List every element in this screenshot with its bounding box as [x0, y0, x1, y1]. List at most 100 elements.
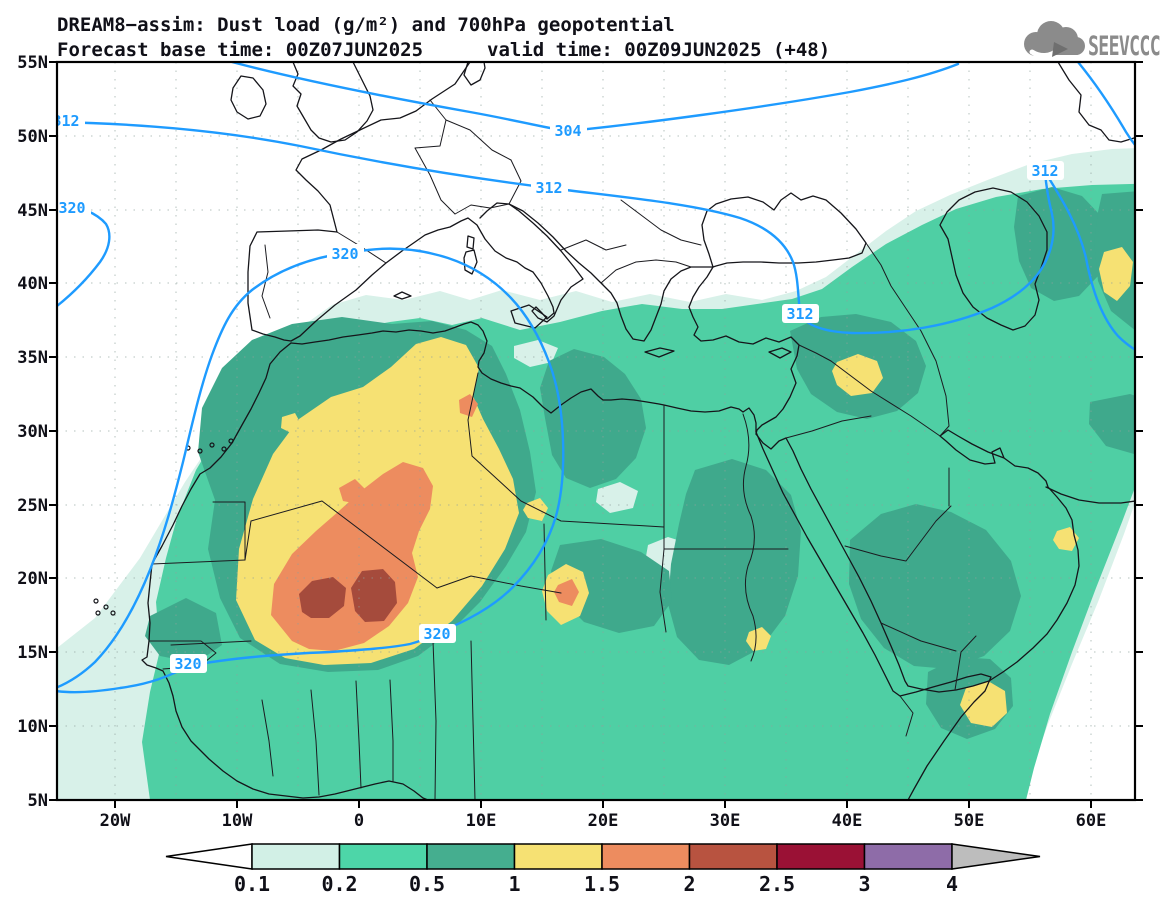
contour-labels: 312 304 312 320 320 312	[52, 111, 1164, 673]
colorbar-segment	[776, 843, 866, 870]
coast-britain	[292, 62, 374, 143]
lat-label: 55N	[17, 53, 48, 73]
colorbar-value: 1.5	[584, 872, 620, 896]
seevccc-logo: SEEVCCC	[1024, 21, 1161, 62]
contour-label: 304	[550, 121, 587, 140]
colorbar-value: 3	[858, 872, 870, 896]
colorbar-value: 2.5	[759, 872, 795, 896]
contour-312-northeast	[1076, 62, 1135, 147]
figure-title: DREAM8−assim: Dust load (g/m²) and 700hP…	[57, 14, 675, 36]
contour-label: 320	[170, 654, 207, 673]
coast-sardinia	[463, 249, 478, 275]
contour-label-text: 320	[58, 199, 85, 217]
coast-cape-verde	[93, 598, 116, 616]
lat-label: 15N	[17, 643, 48, 663]
lat-label: 30N	[17, 422, 48, 442]
lon-label: 40E	[832, 811, 863, 831]
axis-ticks	[49, 61, 1143, 808]
lat-label: 45N	[17, 201, 48, 221]
contour-label: 312	[531, 178, 568, 197]
coast-northeast-steppe	[1057, 62, 1135, 143]
contour-label-text: 312	[535, 179, 562, 197]
coast-arabia	[755, 429, 1080, 693]
contour-label: 320	[57, 198, 91, 217]
logo-text: SEEVCCC	[1088, 31, 1160, 62]
coast-iran	[1045, 486, 1135, 504]
valid-time: valid time: 00Z09JUN2025 (+48)	[487, 39, 830, 61]
coast-west-africa	[141, 342, 429, 800]
contour-label: 320	[419, 624, 456, 643]
colorbar-value: 0.1	[234, 872, 270, 896]
coast-north-africa	[290, 321, 757, 433]
colorbar-segment	[426, 843, 516, 870]
coast-cyprus	[768, 347, 792, 359]
country-borders	[149, 99, 977, 800]
colorbar-segment	[863, 843, 953, 870]
lon-label: 20W	[100, 811, 131, 831]
longitude-axis: 20W 10W 0 10E 20E 30E 40E 50E 60E	[100, 811, 1107, 831]
lon-label: 0	[354, 811, 364, 831]
coast-canary-islands	[185, 438, 234, 454]
colorbar-value: 0.2	[321, 872, 357, 896]
cloud-icon	[1024, 21, 1085, 58]
colorbar-value: 0.5	[409, 872, 445, 896]
contour-label-text: 312	[1031, 162, 1058, 180]
contour-label: 3	[1146, 158, 1164, 177]
lon-label: 10W	[222, 811, 253, 831]
contour-label-text: 312	[52, 112, 79, 130]
colorbar-segment	[688, 843, 778, 870]
colorbar-segment	[251, 843, 341, 870]
colorbar-arrow-left	[165, 843, 253, 870]
lat-label: 35N	[17, 348, 48, 368]
contour-label-text: 320	[331, 245, 358, 263]
coast-ireland	[230, 75, 267, 120]
forecast-base-time: Forecast base time: 00Z07JUN2025	[57, 39, 423, 61]
colorbar-segment	[601, 843, 691, 870]
lon-label: 50E	[954, 811, 985, 831]
contour-label-text: 304	[554, 122, 581, 140]
contour-label-text: 320	[174, 655, 201, 673]
coast-caspian-sea	[939, 187, 1048, 331]
lat-label: 25N	[17, 496, 48, 516]
lat-label: 50N	[17, 127, 48, 147]
lon-label: 60E	[1076, 811, 1107, 831]
coast-balearics	[393, 291, 412, 300]
contour-label-text: 320	[423, 625, 450, 643]
coast-sicily	[510, 304, 548, 329]
lon-label: 20E	[588, 811, 619, 831]
lat-label: 40N	[17, 274, 48, 294]
colorbar: 0.1 0.2 0.5 1 1.5 2 2.5 3 4	[165, 843, 1041, 896]
contour-312-main	[57, 120, 1135, 352]
dust-level-2	[299, 569, 397, 622]
coast-corsica	[466, 235, 475, 250]
contour-label: 312	[782, 304, 819, 323]
colorbar-arrow-right	[951, 843, 1041, 870]
map-plot: 312 304 312 320 320 312	[52, 62, 1164, 800]
contour-label: 320	[327, 244, 364, 263]
contour-label: 312	[52, 111, 85, 130]
lon-label: 30E	[710, 811, 741, 831]
colorbar-value: 1	[508, 872, 520, 896]
coast-crete	[644, 347, 675, 358]
lat-label: 5N	[28, 791, 48, 811]
colorbar-value: 2	[683, 872, 695, 896]
contour-label-text: 3	[1150, 159, 1159, 177]
colorbar-labels: 0.1 0.2 0.5 1 1.5 2 2.5 3 4	[234, 872, 958, 896]
contour-label-text: 312	[786, 305, 813, 323]
contour-label: 312	[1027, 161, 1064, 180]
lat-label: 10N	[17, 717, 48, 737]
colorbar-value: 4	[946, 872, 958, 896]
latitude-axis: 55N 50N 45N 40N 35N 30N 25N 20N 15N 10N …	[17, 53, 48, 811]
coast-denmark	[463, 62, 486, 86]
coast-west-europe-italy	[247, 62, 584, 342]
nile-river	[742, 413, 757, 662]
lat-label: 20N	[17, 569, 48, 589]
colorbar-segment	[338, 843, 428, 870]
coast-balkans-levant	[508, 203, 800, 435]
contour-320-loop	[57, 247, 565, 694]
colorbar-segment	[513, 843, 603, 870]
coast-black-sea	[701, 192, 867, 268]
lon-label: 10E	[466, 811, 497, 831]
